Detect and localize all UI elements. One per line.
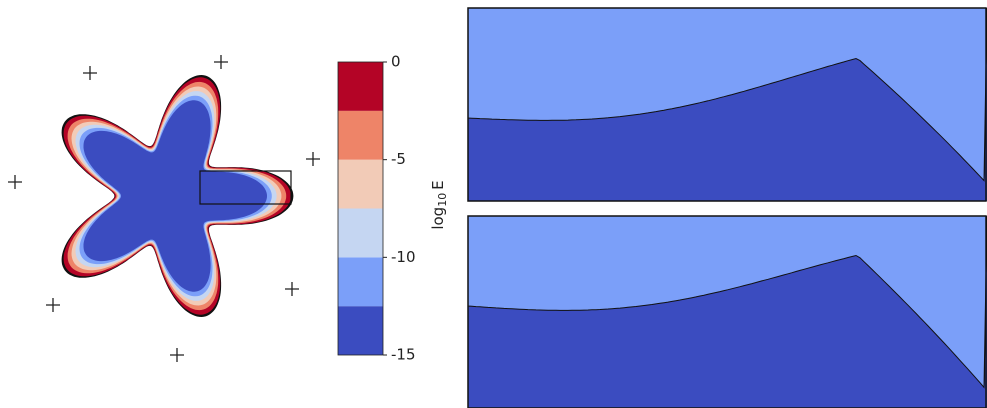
panel <box>468 8 987 201</box>
star-domain <box>61 75 294 317</box>
colorbar-band <box>338 208 383 258</box>
colorbar-tick-label: -5 <box>391 150 406 168</box>
zoom-panels <box>467 7 987 408</box>
source-points <box>8 55 320 362</box>
panel <box>468 216 987 408</box>
colorbar-label: log10E <box>429 180 450 229</box>
colorbar-frame <box>337 61 384 356</box>
zoom-box <box>199 170 292 205</box>
colorbar-band <box>338 62 383 111</box>
colorbar-band <box>338 159 383 209</box>
star-band <box>83 100 267 292</box>
colorbar-tick-label: -15 <box>391 346 416 364</box>
panel-frame <box>467 7 987 202</box>
panel-frame <box>467 215 987 408</box>
colorbar-band <box>338 110 383 160</box>
colorbar-tick-label: -10 <box>391 248 416 266</box>
colorbar-tick-label: 0 <box>391 53 401 71</box>
colorbar-band <box>338 306 383 355</box>
colorbar-band <box>338 257 383 307</box>
field-band <box>468 216 987 389</box>
colorbar: 0 -5 -10 -15 <box>337 53 416 364</box>
field-band <box>468 8 987 182</box>
